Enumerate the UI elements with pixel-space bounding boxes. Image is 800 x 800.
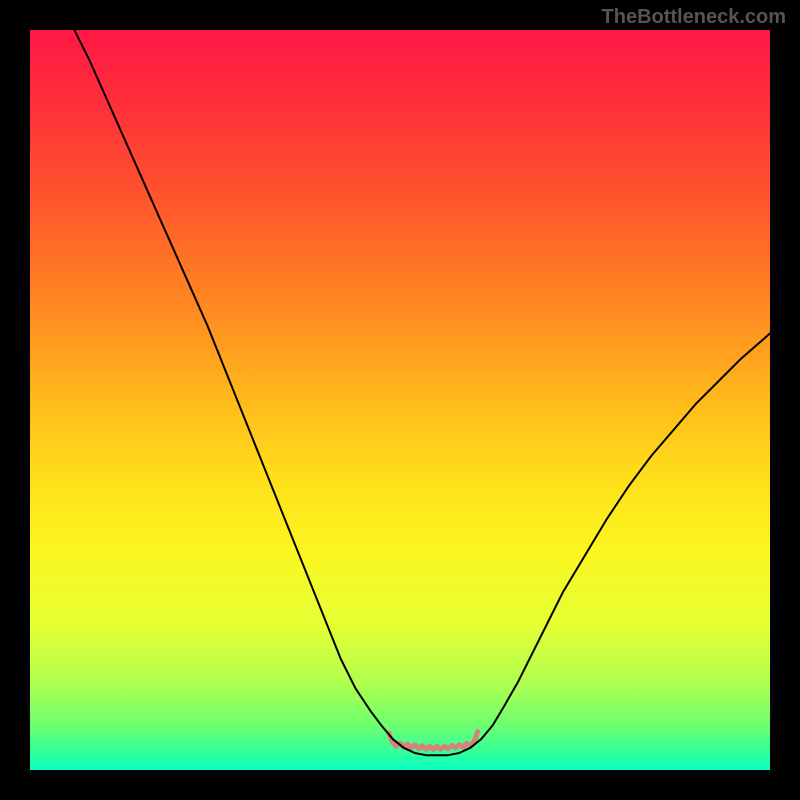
gradient-background — [30, 30, 770, 770]
chart-svg — [30, 30, 770, 770]
watermark-text: TheBottleneck.com — [602, 6, 786, 29]
chart-area — [30, 30, 770, 770]
